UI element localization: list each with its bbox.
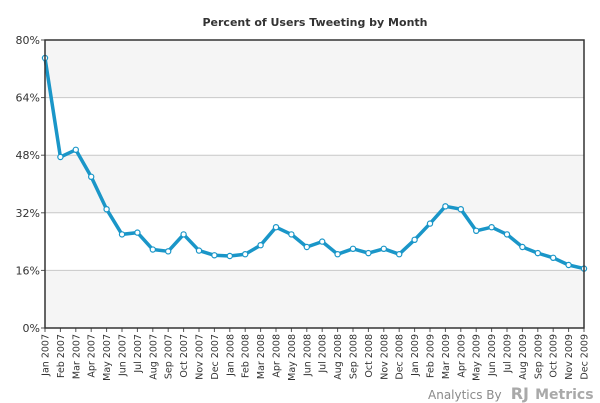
data-point[interactable] <box>457 205 464 213</box>
x-tick-label: Mar 2007 <box>71 334 82 379</box>
grid-band <box>45 97 584 156</box>
data-point[interactable] <box>164 248 172 255</box>
series <box>41 54 588 272</box>
x-tick-label: Mar 2008 <box>256 334 267 379</box>
x-tick-label: Apr 2007 <box>87 334 98 378</box>
x-tick-label: Jul 2007 <box>133 334 144 374</box>
data-point[interactable] <box>241 250 249 258</box>
data-point[interactable] <box>134 229 141 236</box>
data-point[interactable] <box>319 238 326 245</box>
x-tick-label: May 2007 <box>102 334 113 381</box>
data-point[interactable] <box>365 249 372 257</box>
x-tick-label: May 2009 <box>472 334 483 381</box>
data-point[interactable] <box>180 231 187 238</box>
data-point[interactable] <box>257 241 264 249</box>
x-tick-label: Feb 2008 <box>241 334 252 378</box>
x-tick-label: Jan 2009 <box>410 334 421 377</box>
data-point[interactable] <box>118 231 126 238</box>
data-point[interactable] <box>426 220 434 227</box>
y-axis: 0% 16% 32% 48% 64% 80% <box>16 34 45 335</box>
grid-band <box>45 212 584 271</box>
data-point[interactable] <box>473 227 480 234</box>
data-point[interactable] <box>396 250 403 258</box>
x-tick-label: Oct 2008 <box>364 334 375 378</box>
plot-border <box>44 39 585 329</box>
grid-band <box>45 155 584 213</box>
x-tick-label: Nov 2009 <box>564 334 575 380</box>
x-tick-label: Feb 2007 <box>56 334 67 378</box>
data-point[interactable] <box>272 223 280 231</box>
x-tick-label: Nov 2007 <box>195 334 206 380</box>
x-tick-label: Jul 2009 <box>503 334 514 374</box>
data-point[interactable] <box>550 254 557 261</box>
x-tick-label: Aug 2009 <box>518 334 529 380</box>
data-point[interactable] <box>565 261 572 269</box>
data-point[interactable] <box>534 249 542 257</box>
data-point[interactable] <box>149 246 156 253</box>
analytics-credit: Analytics By RJ Metrics <box>428 384 594 403</box>
x-tick-label: Jun 2007 <box>118 334 129 377</box>
plot-frame <box>44 39 585 329</box>
x-tick-label: Mar 2009 <box>441 334 452 379</box>
data-point[interactable] <box>334 250 341 258</box>
y-tick-label: 48% <box>16 149 40 162</box>
x-tick-label: Sep 2009 <box>533 334 544 379</box>
chart-title: Percent of Users Tweeting by Month <box>202 16 427 29</box>
data-point[interactable] <box>72 146 80 153</box>
x-tick-label: Sep 2007 <box>164 334 175 379</box>
data-point[interactable] <box>57 153 64 161</box>
data-point[interactable] <box>349 245 357 252</box>
x-tick-label: Apr 2009 <box>456 334 467 378</box>
data-point[interactable] <box>380 245 387 252</box>
x-tick-label: Aug 2008 <box>333 334 344 380</box>
data-point[interactable] <box>195 247 203 254</box>
x-tick-label: Nov 2008 <box>379 334 390 380</box>
x-tick-label: Jul 2008 <box>318 334 329 374</box>
data-point[interactable] <box>411 236 418 243</box>
x-tick-label: Apr 2008 <box>272 334 283 378</box>
data-point[interactable] <box>303 243 310 251</box>
x-tick-label: Oct 2007 <box>179 334 190 378</box>
data-point[interactable] <box>503 231 511 238</box>
grid-band <box>45 270 584 328</box>
y-tick-label: 80% <box>16 34 40 47</box>
data-point[interactable] <box>103 205 110 213</box>
x-tick-label: Dec 2007 <box>210 334 221 380</box>
data-point[interactable] <box>519 243 526 251</box>
x-tick-label: Dec 2009 <box>580 334 591 380</box>
data-point[interactable] <box>488 223 495 231</box>
credit-prefix: Analytics By <box>428 388 502 402</box>
x-tick-label: Jan 2007 <box>41 334 52 377</box>
data-point[interactable] <box>211 252 218 259</box>
data-point[interactable] <box>226 252 233 260</box>
x-tick-label: Dec 2008 <box>395 334 406 380</box>
y-tick-label: 16% <box>16 264 40 277</box>
x-tick-label: Oct 2009 <box>549 334 560 378</box>
x-tick-label: Sep 2008 <box>349 334 360 379</box>
credit-brand-metrics: Metrics <box>535 387 593 403</box>
data-point[interactable] <box>87 173 95 180</box>
y-tick-label: 64% <box>16 92 40 105</box>
data-point[interactable] <box>442 203 449 210</box>
x-axis: Jan 2007 Feb 2007 Mar 2007 Apr 2007 May 2007… <box>41 328 591 381</box>
y-tick-label: 0% <box>23 322 40 335</box>
grid-bands <box>45 40 584 328</box>
data-point[interactable] <box>288 231 295 238</box>
y-tick-label: 32% <box>16 207 40 220</box>
x-tick-label: Jan 2008 <box>225 334 236 377</box>
x-tick-label: Jun 2008 <box>302 334 313 377</box>
x-tick-label: Feb 2009 <box>426 334 437 378</box>
grid-band <box>45 40 584 98</box>
credit-brand-rj: RJ <box>511 384 529 403</box>
x-tick-label: Jun 2009 <box>487 334 498 377</box>
x-tick-label: May 2008 <box>287 334 298 381</box>
x-tick-label: Aug 2007 <box>148 334 159 380</box>
